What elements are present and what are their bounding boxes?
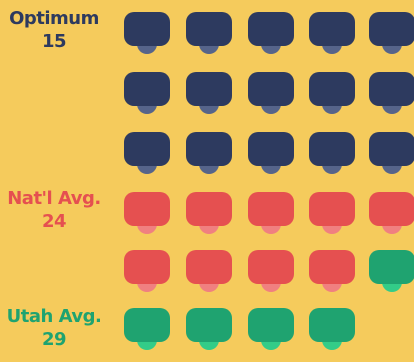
desk-top [124, 12, 170, 46]
desk-icon [369, 250, 414, 294]
desk-top [309, 132, 355, 166]
desk-icon [124, 250, 170, 294]
desk-icon [248, 250, 294, 294]
desk-icon [309, 308, 355, 352]
desk-icon [186, 72, 232, 116]
desk-icon [369, 12, 414, 56]
desk-icon [186, 308, 232, 352]
desk-top [186, 132, 232, 166]
desk-top [248, 132, 294, 166]
desk-top [124, 192, 170, 226]
utah-avg-label: Utah Avg. 29 [4, 306, 104, 352]
desk-top [248, 250, 294, 284]
desk-icon [186, 250, 232, 294]
desk-top [186, 250, 232, 284]
desk-top [369, 192, 414, 226]
optimum-label: Optimum 15 [4, 8, 104, 54]
desk-icon [248, 72, 294, 116]
desk-icon [124, 72, 170, 116]
desk-top [309, 72, 355, 106]
desk-top [309, 12, 355, 46]
utah-avg-name: Utah Avg. [6, 306, 102, 327]
desk-top [124, 132, 170, 166]
desk-top [309, 308, 355, 342]
desk-icon [309, 132, 355, 176]
desk-top [369, 250, 414, 284]
desk-icon [124, 12, 170, 56]
desk-top [369, 12, 414, 46]
desk-icon [248, 12, 294, 56]
desk-icon [186, 192, 232, 236]
optimum-value: 15 [41, 31, 67, 52]
desk-top [248, 12, 294, 46]
desk-icon [124, 132, 170, 176]
desk-top [124, 250, 170, 284]
natl-avg-name: Nat'l Avg. [7, 188, 101, 209]
desk-icon [186, 132, 232, 176]
desk-icon [248, 192, 294, 236]
desk-top [369, 72, 414, 106]
natl-avg-label: Nat'l Avg. 24 [4, 188, 104, 234]
utah-avg-value: 29 [41, 329, 67, 350]
desk-top [309, 250, 355, 284]
desk-top [309, 192, 355, 226]
desk-icon [186, 12, 232, 56]
desk-top [248, 308, 294, 342]
desk-icon [369, 132, 414, 176]
desk-top [186, 308, 232, 342]
desk-top [369, 132, 414, 166]
natl-avg-value: 24 [41, 211, 67, 232]
desk-icon [309, 12, 355, 56]
desk-top [186, 12, 232, 46]
desk-icon [309, 192, 355, 236]
desk-top [186, 192, 232, 226]
desk-top [248, 72, 294, 106]
desk-icon [369, 192, 414, 236]
desk-icon [309, 250, 355, 294]
desk-icon [124, 308, 170, 352]
desk-icon [124, 192, 170, 236]
desk-top [124, 308, 170, 342]
optimum-name: Optimum [9, 8, 99, 29]
desk-icon [309, 72, 355, 116]
desk-top [248, 192, 294, 226]
desk-top [124, 72, 170, 106]
desk-icon [369, 72, 414, 116]
desk-top [186, 72, 232, 106]
desk-icon [248, 132, 294, 176]
desk-icon [248, 308, 294, 352]
